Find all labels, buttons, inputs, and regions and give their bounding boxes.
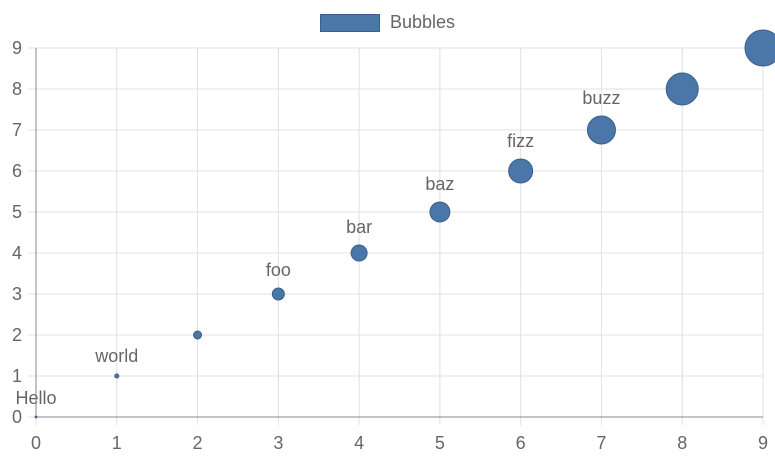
x-tick-label: 6 <box>516 433 526 453</box>
y-tick-label: 9 <box>12 38 22 58</box>
y-tick-label: 7 <box>12 120 22 140</box>
bubble-point <box>34 415 38 419</box>
y-tick-label: 5 <box>12 202 22 222</box>
x-tick-label: 5 <box>435 433 445 453</box>
x-tick-label: 9 <box>758 433 768 453</box>
bubble-point <box>586 115 616 145</box>
bubble-point <box>350 244 368 262</box>
bubble-point <box>508 158 534 184</box>
x-tick-label: 8 <box>677 433 687 453</box>
bubble-point <box>271 287 285 301</box>
bubble-point <box>193 330 203 340</box>
bubble-point <box>744 29 775 67</box>
y-tick-label: 0 <box>12 407 22 427</box>
x-tick-label: 0 <box>31 433 41 453</box>
bubble-point <box>429 201 451 223</box>
x-tick-label: 4 <box>354 433 364 453</box>
y-tick-label: 2 <box>12 325 22 345</box>
bubble-label: bar <box>346 217 372 237</box>
x-tick-label: 2 <box>193 433 203 453</box>
bubble-label: foo <box>266 260 291 280</box>
bubble-label: fizz <box>507 131 534 151</box>
x-tick-label: 7 <box>596 433 606 453</box>
legend[interactable]: Bubbles <box>0 12 775 33</box>
x-tick-label: 1 <box>112 433 122 453</box>
bubble-point <box>114 373 120 379</box>
bubble-label: world <box>94 346 138 366</box>
y-tick-label: 8 <box>12 79 22 99</box>
legend-swatch <box>319 13 380 32</box>
bubble-label: buzz <box>582 88 620 108</box>
legend-label: Bubbles <box>389 12 456 32</box>
y-tick-label: 3 <box>12 284 22 304</box>
y-tick-label: 4 <box>12 243 22 263</box>
bubble-point <box>665 72 699 106</box>
y-tick-label: 1 <box>12 366 22 386</box>
bubble-label: Hello <box>15 388 56 408</box>
x-tick-label: 3 <box>273 433 283 453</box>
bubble-label: baz <box>425 174 454 194</box>
y-tick-label: 6 <box>12 161 22 181</box>
